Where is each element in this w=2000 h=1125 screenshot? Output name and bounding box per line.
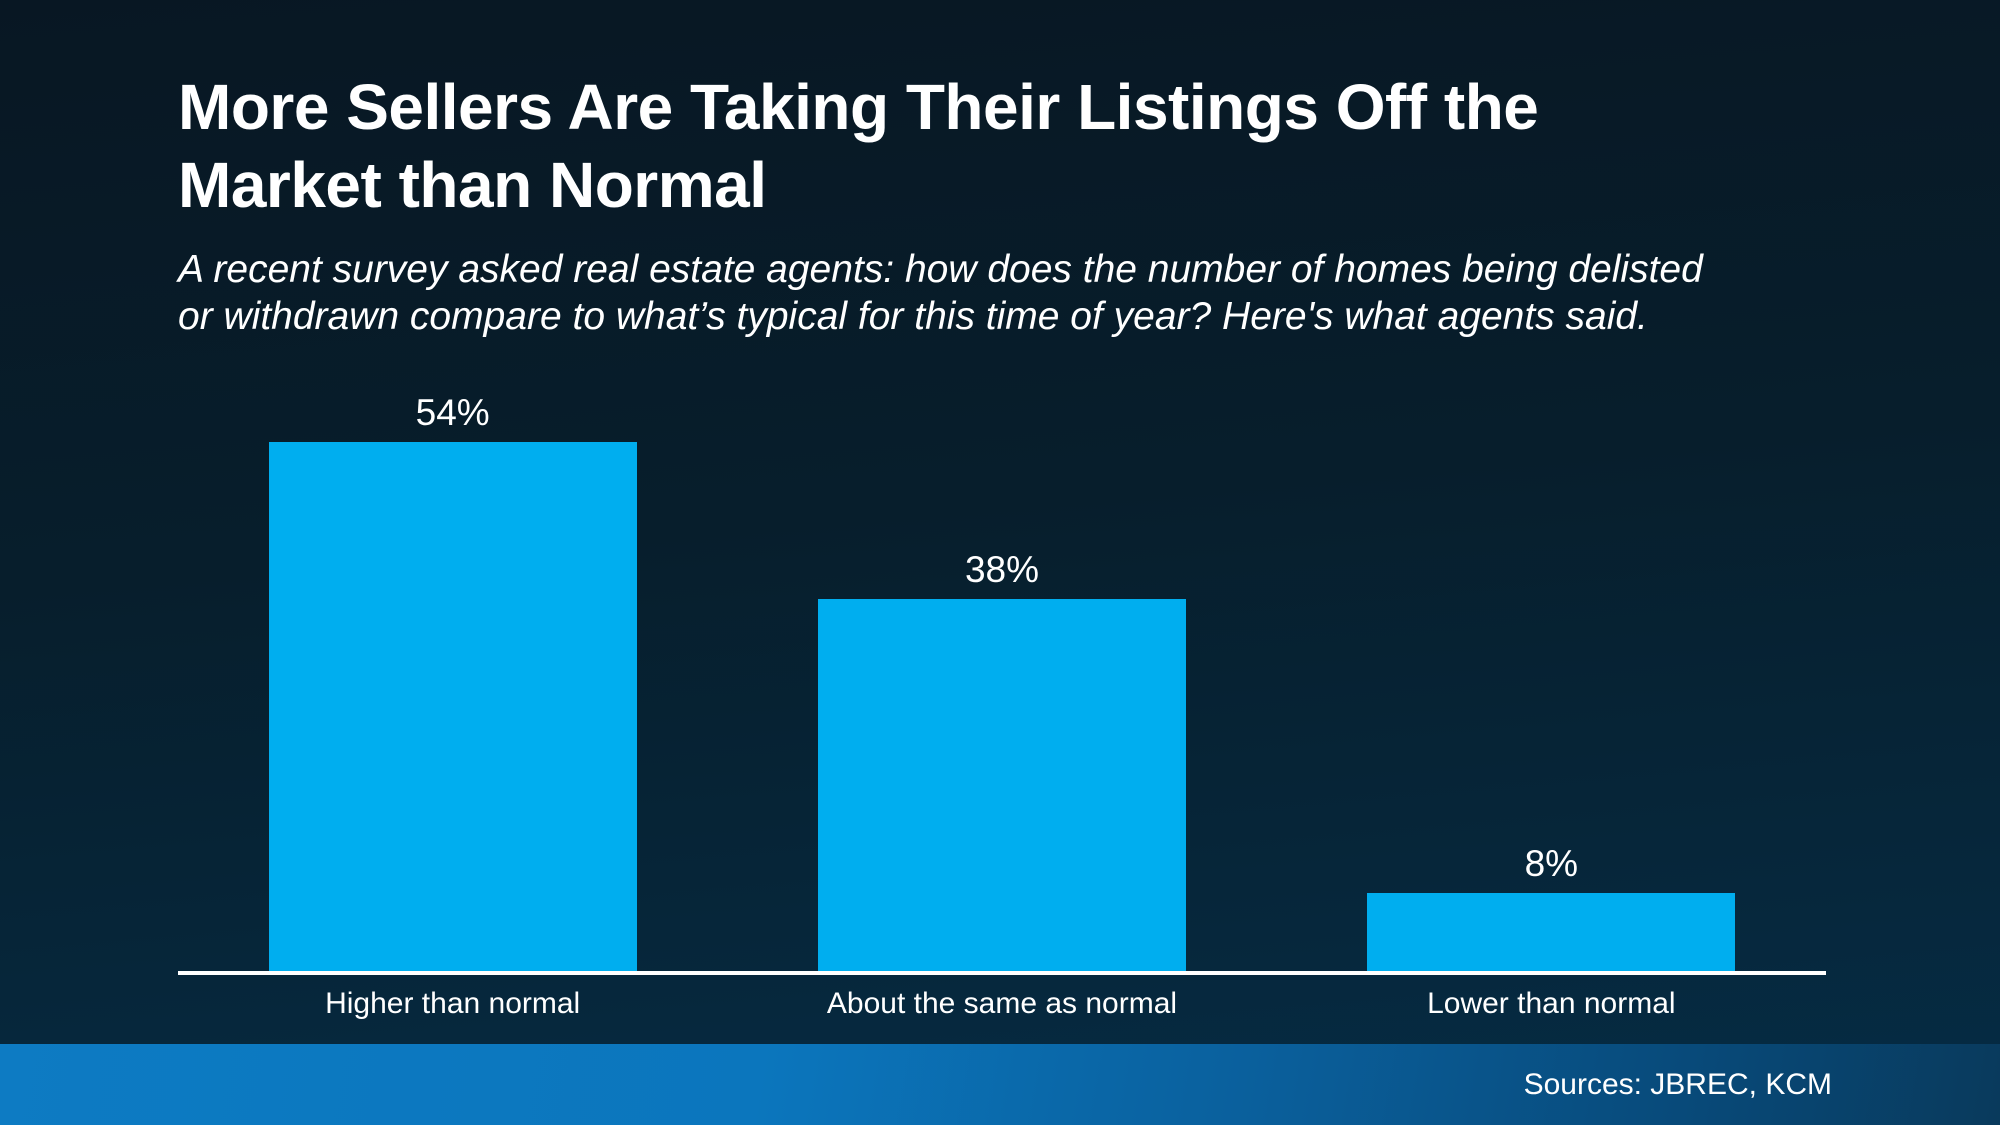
bar-value-label: 38% [964,549,1040,590]
bar-lower-than-normal [1367,893,1736,971]
chart-subtitle: A recent survey asked real estate agents… [178,248,1703,338]
x-axis-line [178,971,1826,975]
bar-value-label: 54% [415,392,490,433]
bar-group-about-same-as-normal: 38% [727,380,1276,971]
bar-value-label: 8% [1524,843,1579,884]
bar-higher-than-normal [268,442,637,971]
bar-group-higher-than-normal: 54% [178,380,727,971]
chart-title: More Sellers Are Taking Their Listings O… [178,71,1539,221]
bar-about-same-as-normal [817,599,1186,971]
bar-chart: 54% 38% 8% [178,380,1826,971]
category-label-higher-than-normal: Higher than normal [325,987,581,1020]
category-label-lower-than-normal: Lower than normal [1427,987,1676,1020]
bar-group-lower-than-normal: 8% [1277,380,1826,971]
category-label-about-same-as-normal: About the same as normal [826,987,1178,1020]
category-labels-row: Higher than normal About the same as nor… [178,986,1826,1022]
sources-text: Sources: JBREC, KCM [1523,1067,1832,1101]
footer-bar: Sources: JBREC, KCM [0,1044,2000,1125]
